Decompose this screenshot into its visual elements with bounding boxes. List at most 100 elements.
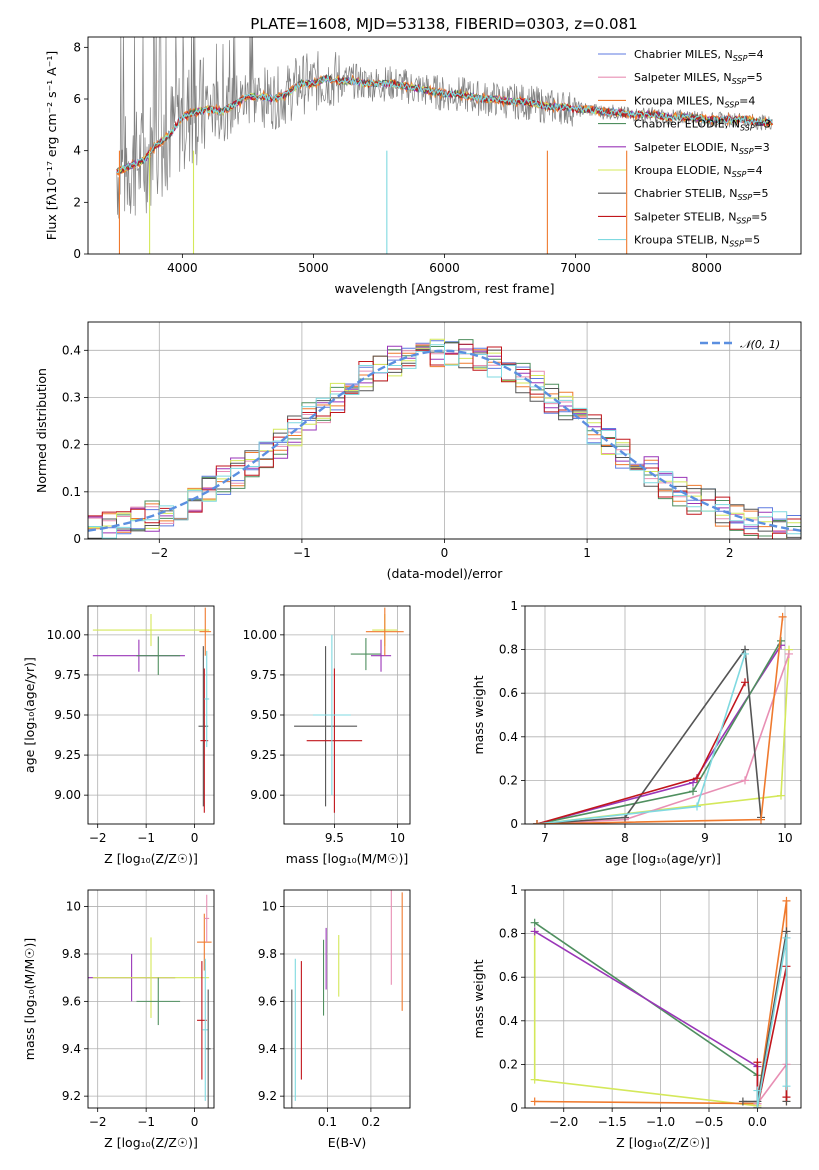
y-tick-label: 0.1 — [62, 485, 81, 499]
y-tick-label: 10.00 — [243, 628, 277, 642]
y-tick-label: 9.6 — [258, 994, 277, 1008]
panel-spectrum: 4000 5000 6000 7000 8000 0 2 4 6 8 wavelength [Ang… — [44, 36, 802, 296]
x-tick-label: 2 — [726, 546, 734, 560]
y-tick-label: 9.25 — [54, 748, 81, 762]
axes-frame — [87, 605, 215, 825]
weight-marker — [782, 1082, 791, 1091]
y-tick-label: 0.4 — [499, 730, 518, 744]
legend-label: Chabrier STELIB, NSSP=5 — [634, 187, 768, 202]
x-axis-label: Z [log₁₀(Z/Z☉)] — [616, 1135, 710, 1150]
plot-area — [116, 37, 774, 254]
x-tick-label: 0 — [191, 1115, 199, 1129]
weight-marker — [693, 774, 701, 783]
x-tick-label: −2.0 — [549, 1115, 578, 1129]
weight-marker — [741, 649, 749, 658]
y-tick-label: 10.00 — [47, 628, 81, 642]
plot-area — [530, 896, 791, 1108]
legend-label: Chabrier MILES, NSSP=4 — [634, 48, 764, 63]
y-axis-label: mass [log₁₀(M/M☉)] — [22, 938, 37, 1060]
y-tick-label: 0 — [73, 532, 81, 546]
x-tick-label: 9 — [701, 831, 709, 845]
y-tick-label: 8 — [73, 40, 81, 54]
x-tick-label: −2 — [89, 1115, 107, 1129]
weight-marker — [530, 918, 539, 927]
x-tick-label: −1 — [137, 831, 155, 845]
x-tick-label: 0.1 — [318, 1115, 337, 1129]
y-tick-label: 0.6 — [499, 686, 518, 700]
x-tick-label: 0.2 — [361, 1115, 380, 1129]
plot-area — [92, 607, 212, 813]
y-tick-label: 9.6 — [62, 994, 81, 1008]
residual-histogram-step — [88, 344, 801, 539]
axes-frame — [524, 605, 802, 825]
x-tick-label: 4000 — [167, 261, 198, 275]
y-tick-label: 0.3 — [62, 390, 81, 404]
legend-label: Salpeter ELODIE, NSSP=3 — [634, 141, 770, 156]
weight-marker — [689, 787, 697, 796]
plot-area — [88, 338, 801, 539]
y-tick-label: 0.2 — [62, 438, 81, 452]
y-tick-label: 9.8 — [62, 947, 81, 961]
x-tick-label: −1.0 — [646, 1115, 675, 1129]
x-tick-label: −0.5 — [694, 1115, 723, 1129]
weight-series-line — [536, 653, 790, 824]
y-tick-label: 1 — [510, 883, 518, 897]
x-tick-label: 7000 — [560, 261, 591, 275]
panel-age-vs-Z: −2 −1 0 9.00 9.25 9.50 9.75 10.00 Z [log₁₀(Z/Z☉)… — [22, 605, 215, 866]
y-tick-label: 0.8 — [499, 643, 518, 657]
weight-marker — [782, 933, 791, 942]
y-tick-label: 0.8 — [499, 927, 518, 941]
y-tick-label: 0.4 — [62, 343, 81, 357]
y-tick-label: 0 — [73, 247, 81, 261]
x-tick-label: 8000 — [691, 261, 722, 275]
y-tick-label: 4 — [73, 144, 81, 158]
weight-marker — [741, 776, 749, 785]
weight-series-line — [536, 647, 762, 824]
x-axis-label: wavelength [Angstrom, rest frame] — [334, 281, 554, 296]
y-axis-label: mass weight — [471, 959, 486, 1038]
axes-frame — [87, 36, 802, 255]
gaussian-curve — [88, 349, 801, 532]
x-axis-label: Z [log₁₀(Z/Z☉)] — [104, 851, 198, 866]
weight-series-line — [756, 937, 788, 1108]
x-tick-label: 5000 — [298, 261, 329, 275]
y-axis-label: mass weight — [471, 675, 486, 754]
weight-marker — [782, 1093, 791, 1102]
y-tick-label: 9.00 — [250, 788, 277, 802]
weight-marker — [785, 649, 793, 658]
x-axis-label: E(B-V) — [328, 1135, 367, 1150]
weight-marker — [782, 896, 791, 905]
figure-title: PLATE=1608, MJD=53138, FIBERID=0303, z=0… — [250, 15, 637, 33]
weight-marker — [530, 1075, 539, 1084]
weight-marker — [753, 1086, 762, 1095]
x-tick-label: 10 — [390, 831, 405, 845]
y-tick-label: 9.25 — [250, 748, 277, 762]
legend-label: 𝒩(0, 1) — [740, 338, 780, 351]
x-axis-label: (data-model)/error — [387, 566, 504, 581]
x-tick-label: −1 — [293, 546, 311, 560]
model-spectrum-line — [116, 74, 773, 174]
x-tick-label: 0 — [441, 546, 449, 560]
y-tick-label: 10 — [66, 900, 81, 914]
y-tick-label: 6 — [73, 92, 81, 106]
plot-area — [88, 894, 212, 1108]
weight-marker — [753, 1104, 762, 1108]
x-tick-label: 8 — [621, 831, 629, 845]
x-tick-label: −1 — [137, 1115, 155, 1129]
x-axis-label: mass [log₁₀(M/M☉)] — [286, 851, 408, 866]
y-axis-label: age [log₁₀(age/yr)] — [22, 657, 37, 773]
y-tick-label: 10 — [262, 900, 277, 914]
legend-label: Salpeter MILES, NSSP=5 — [634, 71, 763, 86]
legend-label: Chabrier ELODIE, NSSP=3 — [634, 118, 771, 133]
axes-frame — [524, 889, 802, 1109]
x-tick-label: 9.5 — [325, 831, 344, 845]
weight-marker — [693, 802, 701, 811]
x-tick-label: 7 — [541, 831, 549, 845]
weight-marker — [778, 612, 787, 621]
x-tick-label: 10 — [777, 831, 792, 845]
y-tick-label: 0.4 — [499, 1014, 518, 1028]
y-tick-label: 9.4 — [258, 1042, 277, 1056]
weight-marker — [777, 791, 785, 800]
weight-marker — [753, 1058, 762, 1067]
